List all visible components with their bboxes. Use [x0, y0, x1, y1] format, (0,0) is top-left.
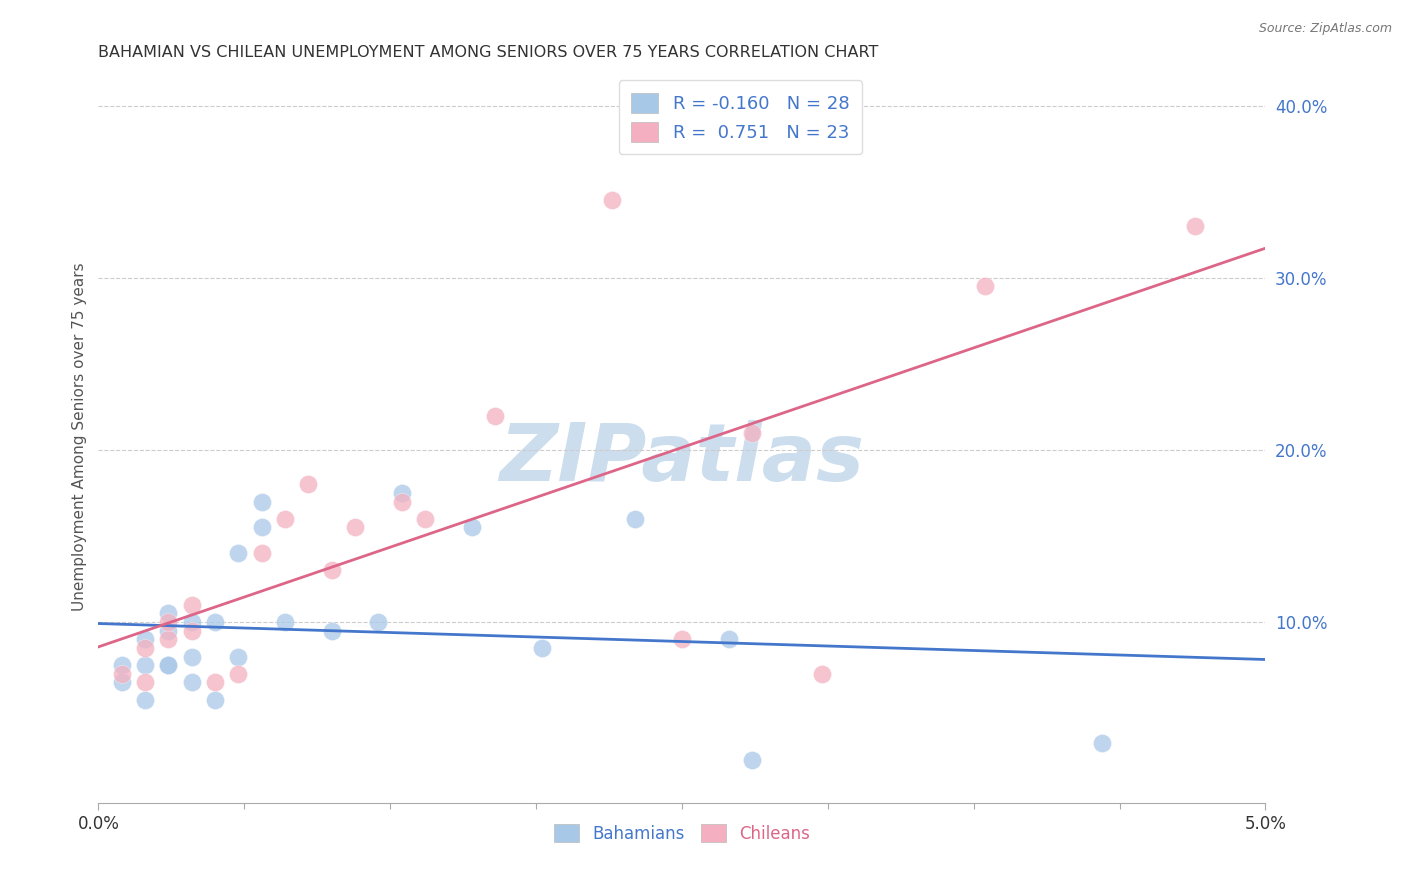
Legend: Bahamians, Chileans: Bahamians, Chileans	[547, 817, 817, 849]
Point	[367, 615, 389, 629]
Point	[204, 692, 226, 706]
Point	[413, 512, 436, 526]
Point	[157, 607, 180, 621]
Point	[250, 494, 273, 508]
Point	[228, 666, 250, 681]
Point	[134, 632, 156, 647]
Point	[157, 658, 180, 673]
Point	[321, 624, 343, 638]
Text: BAHAMIAN VS CHILEAN UNEMPLOYMENT AMONG SENIORS OVER 75 YEARS CORRELATION CHART: BAHAMIAN VS CHILEAN UNEMPLOYMENT AMONG S…	[98, 45, 879, 61]
Point	[180, 598, 202, 612]
Point	[180, 624, 202, 638]
Point	[180, 675, 202, 690]
Point	[157, 624, 180, 638]
Point	[274, 512, 297, 526]
Point	[228, 649, 250, 664]
Point	[391, 494, 413, 508]
Point	[671, 632, 693, 647]
Point	[228, 546, 250, 560]
Point	[624, 512, 647, 526]
Point	[134, 658, 156, 673]
Point	[134, 692, 156, 706]
Point	[461, 520, 484, 534]
Point	[157, 658, 180, 673]
Point	[484, 409, 506, 423]
Point	[974, 279, 997, 293]
Point	[1091, 735, 1114, 749]
Y-axis label: Unemployment Among Seniors over 75 years: Unemployment Among Seniors over 75 years	[72, 263, 87, 611]
Point	[344, 520, 367, 534]
Point	[274, 615, 297, 629]
Text: ZIPatlas: ZIPatlas	[499, 420, 865, 498]
Point	[157, 632, 180, 647]
Point	[134, 640, 156, 655]
Point	[250, 546, 273, 560]
Point	[180, 649, 202, 664]
Point	[717, 632, 740, 647]
Point	[391, 486, 413, 500]
Point	[321, 564, 343, 578]
Point	[111, 658, 134, 673]
Point	[204, 675, 226, 690]
Point	[250, 520, 273, 534]
Point	[600, 194, 623, 208]
Point	[111, 675, 134, 690]
Point	[111, 666, 134, 681]
Point	[134, 675, 156, 690]
Point	[741, 753, 763, 767]
Point	[741, 425, 763, 440]
Point	[530, 640, 553, 655]
Point	[1184, 219, 1206, 234]
Point	[157, 615, 180, 629]
Point	[204, 615, 226, 629]
Text: Source: ZipAtlas.com: Source: ZipAtlas.com	[1258, 22, 1392, 36]
Point	[297, 477, 319, 491]
Point	[811, 666, 834, 681]
Point	[180, 615, 202, 629]
